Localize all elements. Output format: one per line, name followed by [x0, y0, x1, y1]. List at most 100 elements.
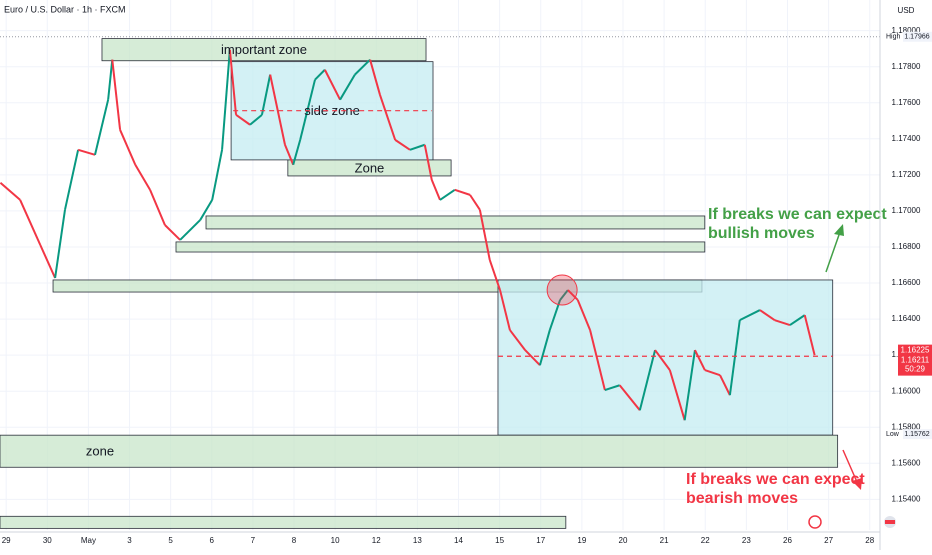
zone	[287, 159, 452, 177]
y-tick-label: 1.17400	[892, 134, 921, 143]
annotation: If breaks we can expect	[708, 206, 887, 223]
price-segment	[369, 59, 381, 96]
y-tick-label: 1.17000	[892, 206, 921, 215]
price-segment	[314, 69, 326, 81]
x-tick-label: 14	[454, 536, 463, 545]
price-segment	[488, 259, 501, 291]
price-segment	[524, 349, 541, 366]
last-price: 1.16225	[901, 346, 930, 355]
close-price: 1.16211	[901, 356, 930, 365]
price-segment	[235, 114, 251, 126]
zone-label: Zone	[355, 160, 385, 175]
price-segment	[439, 189, 456, 201]
x-tick-label: 26	[783, 536, 792, 545]
price-segment	[39, 244, 57, 279]
high-value: 1.17966	[904, 34, 929, 41]
price-segment	[409, 143, 426, 151]
price-segment	[54, 209, 66, 279]
x-tick-label: 27	[824, 536, 833, 545]
price-segment	[134, 164, 151, 191]
price-segment	[719, 374, 731, 396]
price-segment	[164, 224, 181, 241]
price-segment	[0, 182, 21, 201]
low-badge	[903, 429, 932, 440]
price-segment	[759, 309, 776, 321]
last-price-badge	[898, 344, 932, 376]
price-segment	[199, 199, 214, 221]
price-segment	[77, 148, 96, 156]
y-tick-label: 1.16400	[892, 314, 921, 323]
price-segment	[589, 329, 606, 391]
zone-label: side zone	[304, 103, 360, 118]
x-tick-label: 23	[742, 536, 751, 545]
x-tick-label: 7	[251, 536, 256, 545]
price-segment	[111, 59, 122, 130]
price-segment	[774, 319, 791, 326]
x-tick-label: 28	[865, 536, 874, 545]
y-tick-label: 1.17800	[892, 62, 921, 71]
price-segment	[604, 384, 621, 392]
price-segment	[567, 289, 579, 301]
flag-stripe	[885, 520, 895, 524]
zone-label: zone	[86, 444, 114, 459]
x-tick-label: 17	[536, 536, 545, 545]
zone	[497, 279, 834, 436]
price-segment	[423, 144, 433, 181]
price-segment	[228, 49, 238, 115]
x-tick-label: 20	[619, 536, 628, 545]
price-segment	[339, 74, 356, 101]
event-icon[interactable]	[808, 515, 822, 529]
price-segment	[538, 329, 551, 366]
x-tick-label: 6	[210, 536, 215, 545]
y-tick-label: 1.16000	[892, 386, 921, 395]
zone	[0, 515, 567, 529]
y-tick-label: 1.15400	[892, 494, 921, 503]
price-segment	[683, 349, 696, 421]
highlight	[546, 274, 578, 306]
y-tick-label: 1.15600	[892, 458, 921, 467]
price-segment	[94, 99, 110, 156]
x-tick-label: 21	[660, 536, 669, 545]
price-segment	[668, 369, 686, 421]
y-tick-label: 1.16800	[892, 242, 921, 251]
price-segment	[469, 194, 481, 211]
price-segment	[284, 144, 295, 166]
annotation: bullish moves	[708, 225, 815, 242]
y-tick-label: 1.18000	[892, 26, 921, 35]
x-tick-label: 5	[168, 536, 173, 545]
zone	[205, 215, 706, 230]
price-segment	[179, 219, 201, 241]
price-segment	[499, 289, 511, 331]
zone-label: important zone	[221, 42, 307, 57]
zone	[0, 434, 839, 468]
x-tick-label: 15	[495, 536, 504, 545]
price-segment	[694, 349, 706, 371]
price-segment	[63, 149, 80, 211]
x-tick-label: 29	[2, 536, 11, 545]
arrow-head	[852, 478, 862, 490]
price-segment	[509, 329, 526, 351]
price-segment	[119, 129, 137, 166]
x-tick-label: 10	[331, 536, 340, 545]
price-segment	[221, 49, 231, 150]
annotation: If breaks we can expect	[686, 471, 865, 488]
arrow-head	[834, 224, 844, 236]
price-segment	[107, 59, 114, 100]
price-segment	[292, 139, 302, 166]
arrow-down	[842, 449, 858, 483]
price-segment	[576, 299, 592, 331]
low-label: Low	[886, 431, 900, 438]
zone	[101, 38, 427, 62]
y-tick-label: 1.15800	[892, 422, 921, 431]
overlays: important zone side zone Zone zone If breaks…	[0, 36, 887, 507]
price-segment	[19, 199, 42, 246]
x-tick-label: 30	[43, 536, 52, 545]
countdown: 50:29	[905, 365, 926, 374]
price-segment	[728, 320, 741, 396]
currency[interactable]: USD	[898, 6, 915, 15]
arrow-up	[825, 231, 841, 273]
price-segment	[269, 74, 286, 145]
x-tick-label: 12	[372, 536, 381, 545]
price-segment	[354, 58, 371, 76]
